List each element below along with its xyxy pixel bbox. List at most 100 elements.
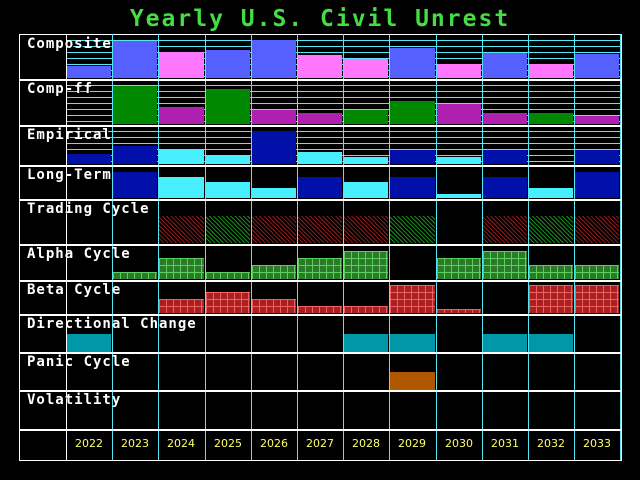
- row-separator: [19, 125, 622, 127]
- year-label: 2033: [583, 437, 611, 450]
- bar: [113, 172, 157, 198]
- bar: [252, 188, 296, 198]
- bar: [483, 113, 527, 124]
- beta-cycle-bar: [252, 299, 296, 313]
- bar: [529, 113, 573, 124]
- panic-cycle-bar: [390, 372, 435, 390]
- beta-cycle-bar: [529, 285, 573, 313]
- year-label: 2032: [537, 437, 565, 450]
- trading-cycle-bar: [575, 216, 619, 243]
- directional-change-bar: [390, 334, 435, 352]
- bar: [206, 182, 250, 198]
- bar: [252, 110, 296, 124]
- row-label: Comp-ff: [27, 81, 94, 97]
- row-separator: [19, 314, 622, 316]
- row-label: Beta Cycle: [27, 282, 122, 298]
- bar: [252, 40, 296, 78]
- bar: [575, 172, 619, 198]
- grid-line: [528, 34, 529, 460]
- beta-cycle-bar: [298, 306, 342, 313]
- grid-line: [297, 34, 298, 460]
- alpha-cycle-bar: [206, 272, 250, 279]
- alpha-cycle-bar: [113, 272, 157, 279]
- label-separator: [66, 34, 67, 460]
- alpha-cycle-bar: [437, 258, 481, 279]
- bar: [575, 150, 619, 164]
- directional-change-bar: [529, 334, 573, 352]
- alpha-cycle-bar: [483, 251, 527, 279]
- bar: [206, 50, 250, 78]
- bar: [298, 152, 342, 164]
- bar: [390, 101, 435, 124]
- grid-line: [574, 34, 575, 460]
- alpha-cycle-bar: [575, 265, 619, 279]
- grid-line: [482, 34, 483, 460]
- bar: [529, 64, 573, 78]
- bar: [483, 150, 527, 164]
- row-separator: [19, 199, 622, 201]
- grid-line: [343, 34, 344, 460]
- trading-cycle-bar: [344, 216, 388, 243]
- year-label: 2031: [491, 437, 519, 450]
- row-separator: [19, 390, 622, 392]
- grid-line: [205, 34, 206, 460]
- row-label: Empirical: [27, 127, 112, 143]
- trading-cycle-bar: [206, 216, 250, 243]
- bar: [67, 154, 111, 164]
- bar: [390, 150, 435, 164]
- trading-cycle-bar: [529, 216, 573, 243]
- row-separator: [19, 352, 622, 354]
- row-label: Long-Term: [27, 167, 112, 183]
- bar: [159, 177, 204, 198]
- bar: [575, 54, 619, 78]
- bar: [252, 131, 296, 164]
- bar: [298, 177, 342, 198]
- trading-cycle-bar: [483, 216, 527, 243]
- row-label: Trading Cycle: [27, 201, 150, 217]
- year-label: 2030: [445, 437, 473, 450]
- bar: [390, 48, 435, 78]
- grid-line: [436, 34, 437, 460]
- alpha-cycle-bar: [159, 258, 204, 279]
- directional-change-bar: [67, 334, 111, 352]
- bar: [344, 59, 388, 78]
- trading-cycle-bar: [298, 216, 342, 243]
- trading-cycle-bar: [390, 216, 435, 243]
- grid-line: [389, 34, 390, 460]
- bar: [159, 149, 204, 164]
- beta-cycle-bar: [390, 285, 435, 313]
- grid-line: [112, 34, 113, 460]
- bar: [113, 146, 157, 164]
- year-label: 2024: [167, 437, 195, 450]
- bar: [575, 116, 619, 124]
- beta-cycle-bar: [206, 292, 250, 313]
- bar: [206, 89, 250, 124]
- year-label: 2028: [352, 437, 380, 450]
- alpha-cycle-bar: [344, 251, 388, 279]
- directional-change-bar: [344, 334, 388, 352]
- bar: [159, 52, 204, 78]
- year-label: 2029: [398, 437, 426, 450]
- bar: [344, 157, 388, 164]
- beta-cycle-bar: [437, 309, 481, 313]
- bar: [437, 104, 481, 124]
- bar: [529, 188, 573, 198]
- bar: [344, 182, 388, 198]
- alpha-cycle-bar: [252, 265, 296, 279]
- year-label: 2027: [306, 437, 334, 450]
- year-label: 2022: [75, 437, 103, 450]
- bar: [437, 194, 481, 198]
- bar: [344, 110, 388, 124]
- grid-line: [158, 34, 159, 460]
- alpha-cycle-bar: [298, 258, 342, 279]
- beta-cycle-bar: [575, 285, 619, 313]
- row-separator: [19, 429, 622, 431]
- year-label: 2025: [214, 437, 242, 450]
- beta-cycle-bar: [344, 306, 388, 313]
- bar: [483, 177, 527, 198]
- beta-cycle-bar: [159, 299, 204, 313]
- row-separator: [19, 280, 622, 282]
- trading-cycle-bar: [252, 216, 296, 243]
- bar: [67, 66, 111, 78]
- bar: [483, 53, 527, 78]
